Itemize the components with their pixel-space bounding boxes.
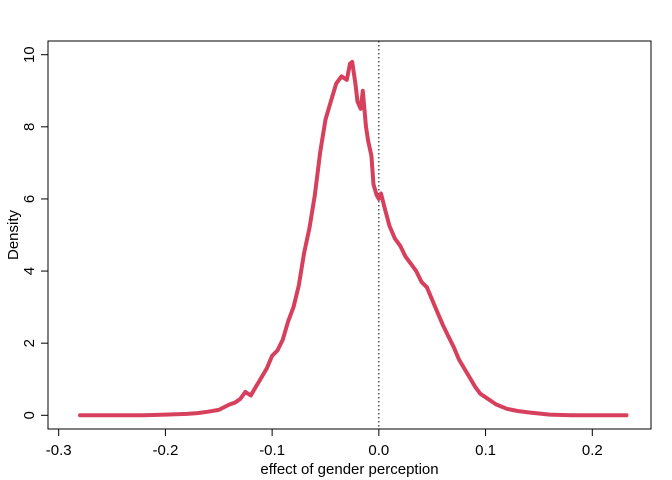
x-tick-label: 0.1 <box>475 442 496 459</box>
y-axis: 0 2 4 6 8 10 <box>21 46 49 419</box>
x-tick-label: 0.0 <box>368 442 389 459</box>
y-tick-label: 8 <box>21 123 38 131</box>
x-axis: -0.3 -0.2 -0.1 0.0 0.1 0.2 <box>46 428 603 459</box>
y-tick-label: 4 <box>21 267 38 275</box>
x-tick-label: -0.2 <box>152 442 178 459</box>
y-tick-label: 0 <box>21 411 38 419</box>
plot-frame <box>47 40 652 430</box>
y-tick-label: 10 <box>21 46 38 63</box>
y-tick-label: 2 <box>21 339 38 347</box>
y-tick-label: 6 <box>21 195 38 203</box>
x-tick-label: 0.2 <box>582 442 603 459</box>
x-tick-label: -0.3 <box>46 442 72 459</box>
x-tick-label: -0.1 <box>259 442 285 459</box>
density-curve <box>78 59 629 418</box>
y-axis-title: Density <box>5 209 22 260</box>
x-axis-title: effect of gender perception <box>260 461 438 478</box>
